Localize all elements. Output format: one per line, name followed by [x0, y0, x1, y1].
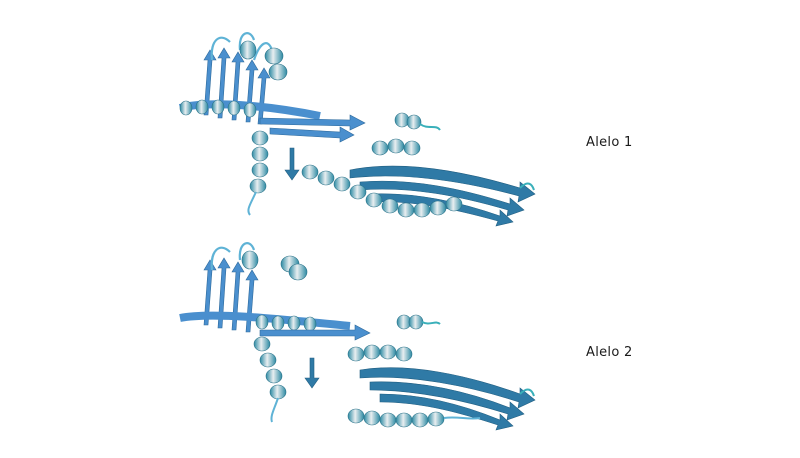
helix-top-right: [396, 314, 424, 330]
helix-barrel-top: [347, 344, 413, 362]
coil-right-end: [519, 388, 535, 397]
coil-tail-left: [247, 191, 257, 216]
helix-top-right: [394, 112, 422, 130]
helix-lower-long: [301, 164, 463, 218]
coil-loops-top: [210, 242, 256, 271]
beta-barrel-right: [359, 367, 536, 431]
allele-2-label: Alelo 2: [586, 345, 633, 360]
beta-sheet-central: [259, 114, 366, 143]
helix-horizontal-upper: [179, 311, 351, 332]
beta-strand-down: [284, 147, 300, 181]
coil-lower: [443, 416, 481, 420]
protein-structure-allele-2: [179, 242, 536, 431]
coil-top-right: [419, 123, 441, 131]
coil-right-end: [519, 182, 535, 191]
helix-barrel-top: [371, 138, 421, 156]
protein-structure-allele-1: [178, 32, 536, 227]
helix-vertical-left: [249, 130, 269, 194]
helix-small-top: [241, 250, 308, 281]
helix-small-top: [239, 40, 288, 81]
beta-strand-down: [304, 357, 320, 389]
helix-horizontal-upper: [178, 99, 321, 120]
helix-vertical-left: [253, 336, 287, 400]
beta-barrel-right: [349, 165, 536, 227]
allele-1-label: Alelo 1: [586, 135, 633, 150]
coil-loops-top: [210, 32, 274, 61]
beta-sheet-central: [259, 324, 371, 341]
helix-lower-long: [347, 408, 445, 428]
coil-top-right: [421, 321, 441, 325]
coil-tail-left: [270, 397, 279, 423]
